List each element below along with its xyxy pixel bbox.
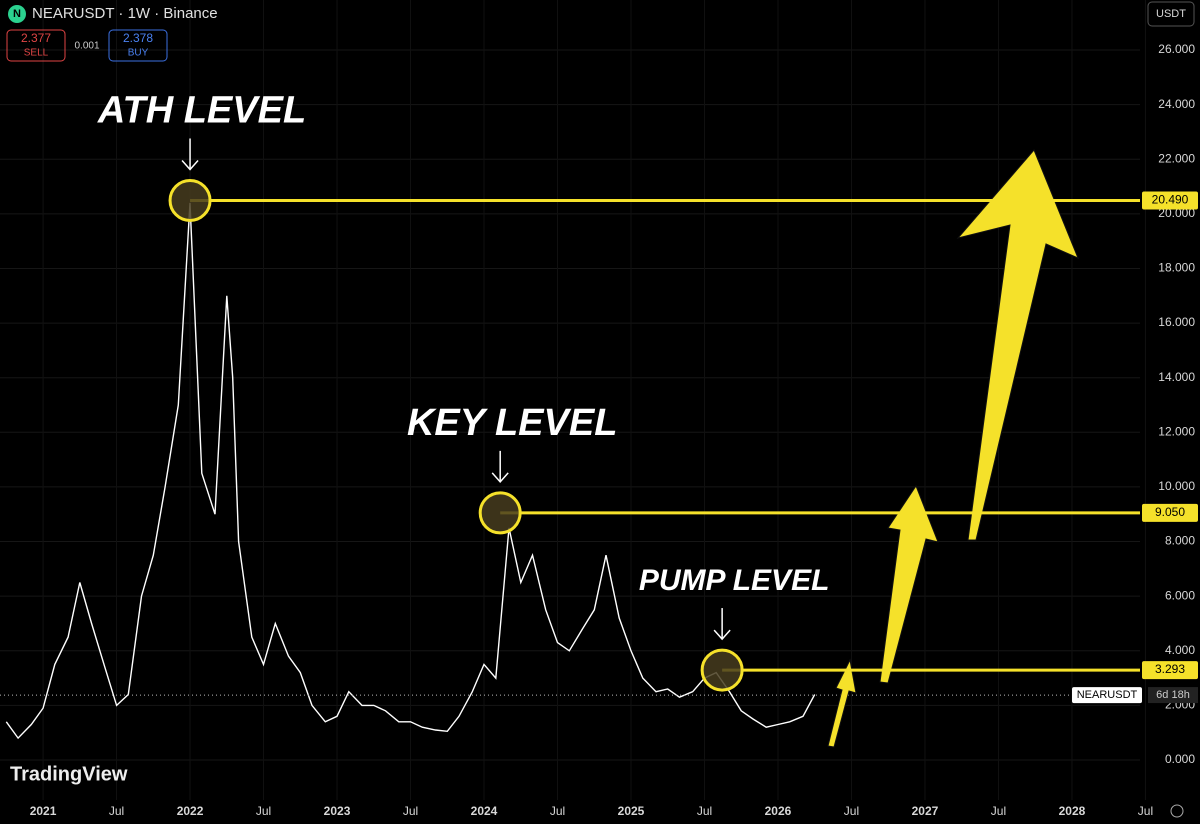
level-pointer-head — [713, 629, 731, 641]
level-tag: 3.293 — [1155, 662, 1185, 676]
x-tick-label: 2021 — [30, 804, 57, 818]
x-tick-label: 2023 — [324, 804, 351, 818]
level-annotation: ATH LEVEL — [97, 89, 306, 131]
y-tick-label: 12.000 — [1158, 424, 1195, 438]
level-tag-box — [1142, 503, 1198, 522]
currency: USDT — [1156, 8, 1186, 20]
y-tick-label: 10.000 — [1158, 479, 1195, 493]
level-circle — [478, 491, 522, 535]
symbol-icon-letter: N — [13, 8, 21, 20]
level-tag-box — [1142, 191, 1198, 210]
y-tick-label: 20.000 — [1158, 206, 1195, 220]
x-tick-label: Jul — [1138, 804, 1153, 818]
symbol-title: NEARUSDT · 1W · Binance — [32, 5, 218, 22]
sell-price: 2.377 — [21, 31, 51, 45]
level-pointer-head — [181, 159, 199, 171]
settings-icon[interactable] — [1170, 804, 1184, 818]
x-tick-label: 2027 — [912, 804, 939, 818]
buy-button[interactable] — [108, 29, 168, 62]
sell-button[interactable] — [6, 29, 66, 62]
x-tick-label: 2022 — [177, 804, 204, 818]
level-annotation: KEY LEVEL — [407, 402, 617, 444]
x-tick-label: 2024 — [471, 804, 498, 818]
symbol-tag: NEARUSDT — [1077, 689, 1138, 701]
level-tag: 20.490 — [1152, 193, 1189, 207]
price-axis-bg — [1140, 0, 1200, 824]
currency-button[interactable] — [1147, 1, 1195, 27]
symbol-icon — [8, 5, 26, 23]
y-tick-label: 24.000 — [1158, 97, 1195, 111]
y-tick-label: 26.000 — [1158, 42, 1195, 56]
spread: 0.001 — [74, 41, 99, 52]
y-tick-label: 0.000 — [1165, 752, 1195, 766]
x-tick-label: 2025 — [618, 804, 645, 818]
y-tick-label: 4.000 — [1165, 643, 1195, 657]
x-tick-label: Jul — [550, 804, 565, 818]
x-tick-label: Jul — [403, 804, 418, 818]
y-tick-label: 6.000 — [1165, 588, 1195, 602]
level-circle — [168, 178, 212, 222]
countdown-box — [1148, 687, 1198, 704]
level-pointer-head — [491, 472, 509, 483]
y-tick-label: 22.000 — [1158, 151, 1195, 165]
sell-label: SELL — [24, 48, 49, 59]
arrow-small — [827, 658, 857, 748]
level-circle — [700, 648, 744, 692]
y-tick-label: 18.000 — [1158, 261, 1195, 275]
x-tick-label: Jul — [256, 804, 271, 818]
countdown: 6d 18h — [1156, 689, 1190, 701]
buy-price: 2.378 — [123, 31, 153, 45]
level-tag: 9.050 — [1155, 505, 1185, 519]
x-tick-label: 2026 — [765, 804, 792, 818]
y-tick-label: 14.000 — [1158, 370, 1195, 384]
arrow-large — [956, 149, 1079, 541]
buy-label: BUY — [128, 48, 149, 59]
y-tick-label: 8.000 — [1165, 534, 1195, 548]
x-tick-label: Jul — [697, 804, 712, 818]
level-tag-box — [1142, 661, 1198, 680]
price-line — [5, 202, 816, 740]
brand: TradingView — [10, 763, 128, 785]
y-tick-label: 16.000 — [1158, 315, 1195, 329]
level-annotation: PUMP LEVEL — [639, 564, 830, 597]
x-tick-label: Jul — [991, 804, 1006, 818]
symbol-tag-box — [1072, 687, 1142, 704]
x-tick-label: Jul — [844, 804, 859, 818]
x-tick-label: 2028 — [1059, 804, 1086, 818]
x-tick-label: Jul — [109, 804, 124, 818]
